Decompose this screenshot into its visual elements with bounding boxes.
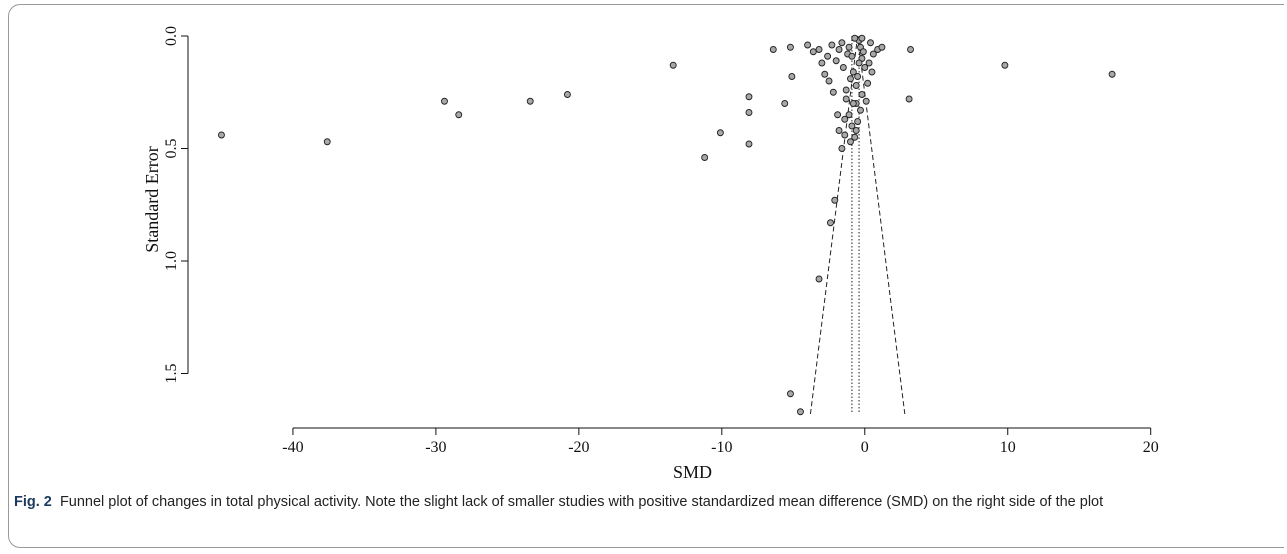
study-point bbox=[848, 52, 856, 60]
study-point bbox=[824, 52, 832, 60]
study-point bbox=[878, 43, 886, 51]
figure-caption: Fig. 2 Funnel plot of changes in total p… bbox=[14, 492, 1276, 513]
study-point bbox=[832, 57, 840, 65]
study-points bbox=[217, 34, 1116, 416]
study-point bbox=[455, 111, 463, 119]
study-point bbox=[323, 138, 331, 146]
study-point bbox=[841, 131, 849, 139]
x-tick-label: -20 bbox=[568, 439, 589, 456]
study-point bbox=[838, 39, 846, 47]
study-point bbox=[796, 408, 804, 416]
study-point bbox=[669, 61, 677, 69]
study-point bbox=[847, 75, 854, 83]
study-point bbox=[786, 390, 794, 398]
study-point bbox=[1001, 61, 1009, 69]
study-point bbox=[857, 106, 864, 114]
study-point bbox=[854, 118, 862, 125]
study-point bbox=[788, 73, 796, 80]
study-point bbox=[869, 50, 877, 58]
study-point bbox=[745, 140, 753, 148]
study-point bbox=[842, 95, 850, 103]
study-point bbox=[828, 41, 836, 49]
x-tick-label: -40 bbox=[282, 439, 303, 456]
study-point bbox=[864, 79, 872, 87]
study-point bbox=[786, 43, 794, 51]
study-point bbox=[861, 64, 869, 71]
study-point bbox=[838, 145, 846, 152]
study-point bbox=[845, 111, 853, 119]
study-point bbox=[526, 97, 534, 105]
study-point bbox=[563, 91, 571, 98]
study-point bbox=[815, 275, 823, 283]
x-tick-label: 10 bbox=[1000, 439, 1016, 456]
x-tick-label: -30 bbox=[425, 439, 446, 456]
study-point bbox=[441, 97, 448, 105]
figure-label: Fig. 2 bbox=[14, 494, 52, 510]
y-axis-title: Standard Error bbox=[142, 146, 162, 252]
study-point bbox=[829, 88, 837, 96]
study-point bbox=[851, 133, 859, 141]
study-point bbox=[716, 129, 724, 137]
study-point bbox=[867, 39, 874, 47]
study-point bbox=[815, 46, 823, 53]
study-point bbox=[851, 34, 859, 42]
study-point bbox=[858, 34, 866, 42]
study-point bbox=[835, 127, 843, 134]
study-point bbox=[862, 97, 870, 105]
study-point bbox=[905, 95, 913, 103]
x-axis-title: SMD bbox=[673, 462, 712, 482]
study-point bbox=[868, 68, 876, 76]
study-point bbox=[809, 48, 817, 56]
study-point bbox=[842, 86, 850, 94]
study-point bbox=[821, 70, 829, 78]
study-point bbox=[858, 91, 866, 98]
study-point bbox=[845, 43, 853, 51]
study-point bbox=[701, 154, 709, 161]
study-point bbox=[825, 77, 833, 85]
study-point bbox=[852, 127, 860, 134]
x-axis-ticks: -40 -30 -20 -10 0 10 20 bbox=[282, 428, 1159, 456]
x-tick-label: -10 bbox=[711, 439, 732, 456]
study-point bbox=[745, 109, 753, 116]
study-point bbox=[835, 46, 843, 53]
x-tick-label: 0 bbox=[861, 439, 869, 456]
study-point bbox=[849, 68, 857, 76]
study-point bbox=[852, 82, 860, 89]
study-point bbox=[855, 59, 863, 67]
plot-axes: -40 -30 -20 -10 0 10 20 0.0 0.5 1.0 1.5 bbox=[163, 26, 1159, 456]
study-point bbox=[1108, 70, 1116, 78]
study-point bbox=[831, 196, 839, 204]
figure-frame bbox=[8, 4, 1284, 548]
study-point bbox=[781, 100, 789, 107]
study-point bbox=[841, 115, 849, 123]
study-point bbox=[849, 100, 857, 107]
study-point bbox=[847, 138, 854, 146]
study-point bbox=[827, 219, 834, 227]
y-tick-label: 0.0 bbox=[163, 26, 180, 46]
y-tick-label: 0.5 bbox=[163, 139, 180, 159]
study-point bbox=[854, 73, 862, 80]
funnel-lines bbox=[809, 35, 906, 415]
x-tick-label: 20 bbox=[1143, 439, 1159, 456]
study-point bbox=[745, 93, 753, 101]
study-point bbox=[217, 131, 225, 139]
study-point bbox=[859, 48, 867, 56]
study-point bbox=[804, 41, 812, 49]
y-axis-ticks: 0.0 0.5 1.0 1.5 bbox=[163, 26, 188, 384]
study-point bbox=[769, 46, 777, 53]
y-tick-label: 1.0 bbox=[163, 251, 180, 271]
study-point bbox=[839, 64, 847, 71]
funnel-plot: -40 -30 -20 -10 0 10 20 0.0 0.5 1.0 1.5 SMD Stand… bbox=[142, 26, 1159, 482]
study-point bbox=[834, 111, 842, 119]
study-point bbox=[818, 59, 826, 67]
study-point bbox=[848, 122, 856, 130]
caption-text: Funnel plot of changes in total physical… bbox=[59, 494, 1104, 510]
study-point bbox=[907, 46, 914, 53]
y-tick-label: 1.5 bbox=[163, 364, 180, 384]
study-point bbox=[865, 59, 873, 67]
